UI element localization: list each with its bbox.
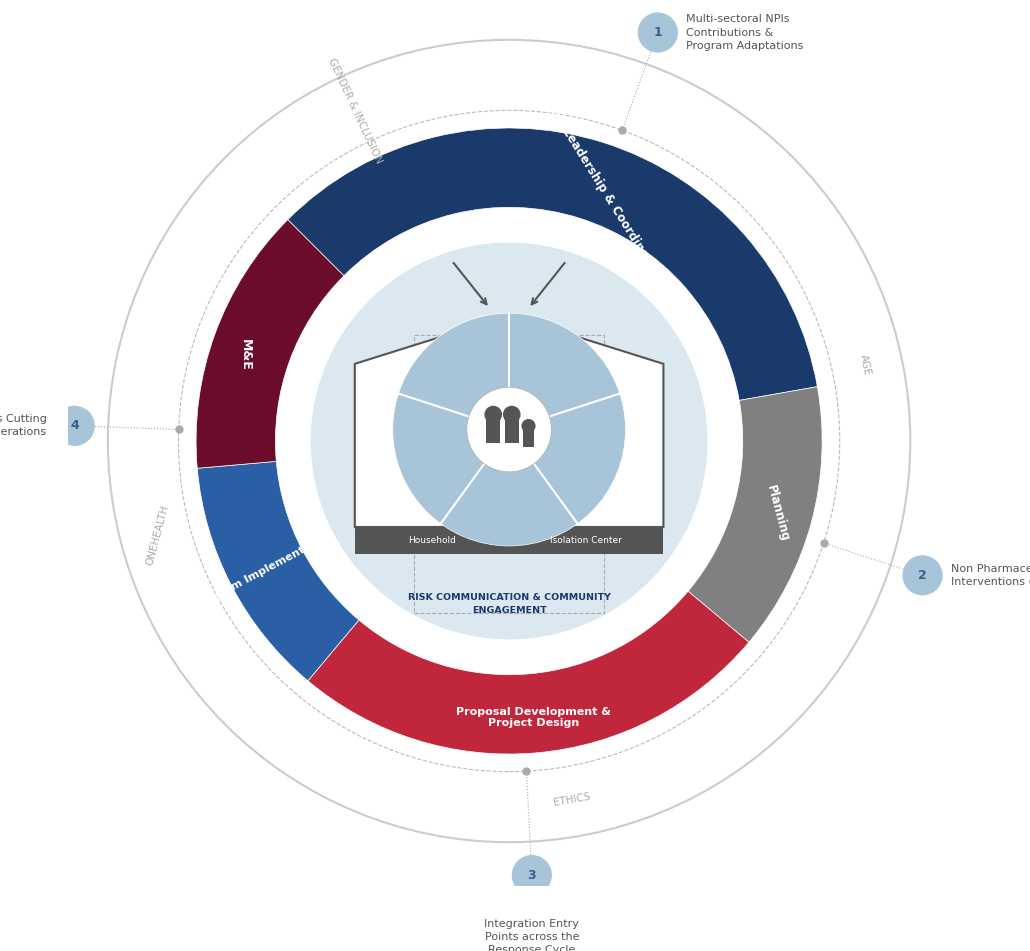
Bar [354, 526, 509, 554]
Wedge shape [287, 128, 818, 400]
Bar [523, 426, 534, 447]
Text: Proposal Development &
Project Design: Proposal Development & Project Design [456, 707, 611, 728]
Text: Planning: Planning [763, 483, 791, 543]
Circle shape [521, 419, 536, 433]
Circle shape [503, 406, 520, 423]
Circle shape [484, 406, 502, 423]
Circle shape [903, 556, 941, 594]
Text: Non Pharmaceutical
Interventions (NPIs): Non Pharmaceutical Interventions (NPIs) [951, 564, 1030, 587]
Circle shape [56, 406, 94, 445]
Wedge shape [196, 220, 344, 468]
Bar [486, 415, 501, 443]
Text: Program Implementation: Program Implementation [193, 531, 335, 612]
Text: 2: 2 [918, 569, 927, 582]
Text: Strategic Leadership & Coordination: Strategic Leadership & Coordination [525, 70, 664, 283]
Text: Multi-sectoral NPIs
Contributions &
Program Adaptations: Multi-sectoral NPIs Contributions & Prog… [686, 14, 803, 50]
Text: AGE: AGE [858, 354, 872, 377]
Wedge shape [688, 387, 822, 642]
Wedge shape [198, 461, 358, 681]
Bar [509, 526, 663, 554]
Circle shape [311, 243, 708, 639]
Text: Isolation Center: Isolation Center [550, 535, 622, 545]
Text: M&E: M&E [238, 340, 251, 371]
Text: ETHICS: ETHICS [553, 791, 591, 807]
Text: 3: 3 [527, 868, 537, 882]
Circle shape [513, 856, 551, 895]
Text: 1: 1 [653, 26, 662, 39]
Text: Integration Entry
Points across the
Response Cycle: Integration Entry Points across the Resp… [484, 919, 579, 951]
Text: RISK COMMUNICATION & COMMUNITY
ENGAGEMENT: RISK COMMUNICATION & COMMUNITY ENGAGEMEN… [408, 593, 611, 615]
Wedge shape [308, 592, 749, 754]
Text: 4: 4 [70, 419, 79, 433]
Text: ONEHEALTH: ONEHEALTH [144, 504, 170, 567]
Circle shape [392, 313, 625, 546]
Bar [505, 415, 519, 443]
Text: Cross Cutting
Considerations: Cross Cutting Considerations [0, 415, 46, 437]
Bar [414, 335, 604, 613]
Circle shape [639, 13, 677, 52]
Circle shape [467, 387, 551, 472]
Text: GENDER & INCLUSION: GENDER & INCLUSION [327, 57, 384, 165]
Text: Household: Household [408, 535, 456, 545]
Polygon shape [354, 316, 663, 527]
